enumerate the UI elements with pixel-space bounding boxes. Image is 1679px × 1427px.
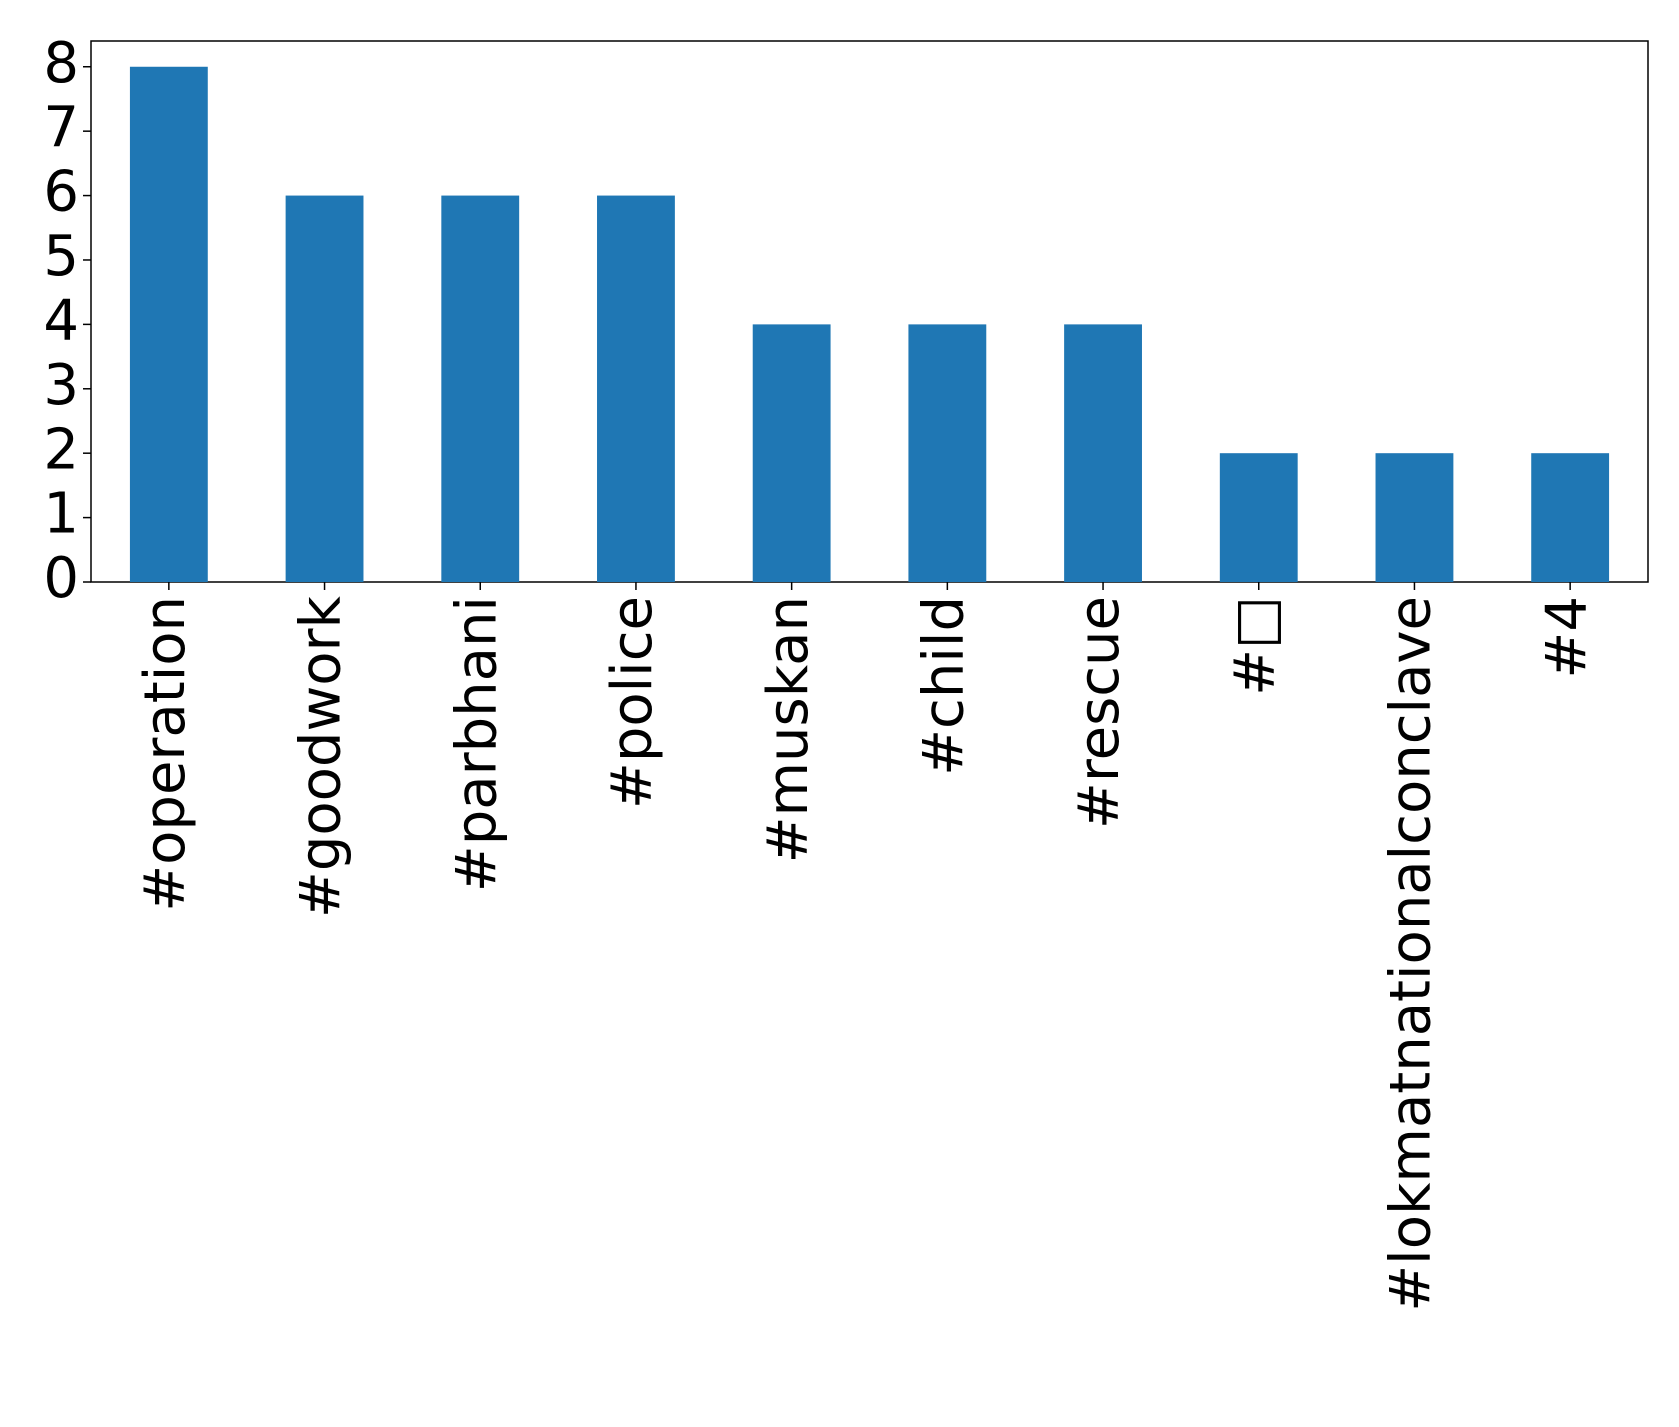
y-tick-label: 2 (43, 417, 79, 482)
x-tick-label: #child (911, 596, 976, 776)
y-tick-label: 8 (43, 31, 79, 96)
bar (597, 195, 675, 583)
x-tick-label: #goodwork (289, 595, 354, 918)
bar (129, 66, 208, 582)
bar (285, 195, 364, 583)
plot-frame (90, 40, 1649, 583)
y-tick-label: 4 (43, 289, 79, 354)
y-tick-label: 3 (43, 353, 79, 418)
y-tick-label: 7 (43, 95, 79, 160)
bar (908, 324, 987, 582)
y-tick-label: 0 (43, 546, 79, 611)
bar (752, 324, 831, 582)
x-tick-label: #rescue (1067, 596, 1132, 829)
x-tick-label: #muskan (756, 596, 821, 863)
bar (1064, 324, 1142, 582)
x-tick-label: #police (600, 596, 665, 809)
x-tick-label: #parbhani (444, 596, 509, 892)
bar (1219, 453, 1298, 582)
bar (1531, 453, 1610, 582)
y-tick-label: 5 (43, 224, 79, 289)
y-tick-label: 1 (43, 482, 79, 547)
x-tick-label: #□ (1223, 596, 1288, 696)
x-tick-label: #operation (133, 596, 198, 912)
bar (1375, 453, 1454, 582)
bar (441, 195, 520, 583)
x-tick-label: #4 (1534, 596, 1599, 679)
y-tick-label: 6 (43, 160, 79, 225)
x-tick-label: #lokmatnationalconclave (1379, 596, 1444, 1312)
